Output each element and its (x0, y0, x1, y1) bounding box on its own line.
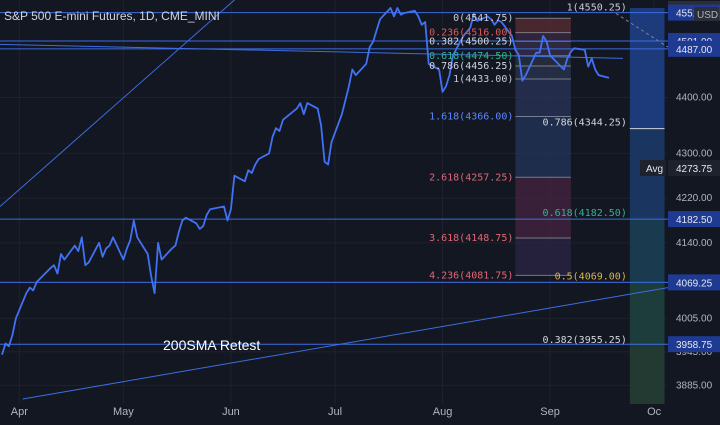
trend-line-upper (0, 0, 235, 207)
x-tick-label: Apr (11, 406, 28, 418)
price-box (668, 40, 720, 57)
fib-label: 1.618(4366.00) (429, 111, 513, 122)
x-tick-label: May (113, 406, 134, 418)
y-tick-label: 4400.00 (676, 92, 713, 103)
price-label: 4273.75 (676, 164, 713, 175)
price-axis[interactable]: 3885.003945.004005.004070.004140.004220.… (640, 0, 720, 425)
time-axis-bg (0, 404, 668, 425)
y-tick-label: 4220.00 (676, 193, 713, 204)
fib-label: 0.786(4456.25) (429, 61, 513, 72)
y-tick-label: 3945.00 (676, 347, 713, 358)
price-box (668, 336, 720, 353)
price-label: 4487.00 (676, 45, 713, 56)
retracement-zone (629, 346, 665, 405)
retracement-zone (629, 219, 665, 283)
y-tick-label: 4005.00 (676, 313, 713, 324)
x-tick-label: Oc (647, 406, 662, 418)
price-label: 4182.50 (676, 215, 713, 226)
fib-connector (615, 13, 669, 48)
series-line[interactable] (1, 7, 610, 355)
price-box (668, 211, 720, 228)
fib-label: 0.382(4500.25) (429, 36, 513, 47)
fib-band (515, 177, 571, 238)
y-tick-label: 4300.00 (676, 148, 713, 159)
avg-box (640, 160, 666, 177)
fib-band (515, 18, 571, 33)
trend-line-lower (22, 287, 669, 400)
chart-title: S&P 500 E-mini Futures, 1D, CME_MINI (4, 9, 220, 23)
x-tick-label: Jun (222, 406, 240, 418)
annotation-200sma: 200SMA Retest (163, 337, 260, 353)
price-label: 4069.25 (676, 278, 713, 289)
fib-label: 4.236(4081.75) (429, 270, 513, 281)
price-label: 3958.75 (676, 340, 713, 351)
fib-label: 0(4541.75) (453, 13, 513, 24)
fib-label: 0.618(4182.50) (543, 208, 627, 219)
x-tick-label: Aug (433, 406, 453, 418)
fib-label: 1(4550.25) (567, 2, 627, 13)
fib-label: 3.618(4148.75) (429, 233, 513, 244)
fib-band (515, 55, 571, 67)
fib-band (515, 237, 571, 276)
fib-label: 0.382(3955.25) (543, 335, 627, 346)
fib-label: 0.618(4474.50) (429, 51, 513, 62)
price-box (668, 274, 720, 291)
horizontal-levels (0, 12, 668, 345)
x-tick-label: Sep (540, 406, 560, 418)
fib-band (515, 116, 571, 178)
currency-label: USD (697, 10, 718, 21)
retracement-zone (629, 8, 665, 129)
price-box (668, 160, 720, 177)
fib-band (515, 79, 571, 117)
fib-bands (515, 8, 665, 405)
avg-label: Avg (646, 164, 663, 175)
fib-label: 0.236(4516.00) (429, 28, 513, 39)
fib-label: 2.618(4257.25) (429, 172, 513, 183)
fib-label: 0.786(4344.25) (543, 118, 627, 129)
currency-badge[interactable]: USD (694, 7, 719, 21)
y-tick-label: 3885.00 (676, 380, 713, 391)
price-series[interactable] (1, 7, 610, 355)
retracement-zone (629, 282, 665, 347)
y-tick-label: 4140.00 (676, 238, 713, 249)
x-tick-label: Jul (328, 406, 342, 418)
time-axis[interactable]: Apr May Jun Jul Aug Sep Oc (0, 404, 668, 425)
fib-label: 0.5(4069.00) (555, 272, 627, 283)
fib-labels: 0(4541.75) 0.236(4516.00)0.382(4500.25) 0.… (429, 2, 627, 346)
fib-label: 1(4433.00) (453, 74, 513, 85)
